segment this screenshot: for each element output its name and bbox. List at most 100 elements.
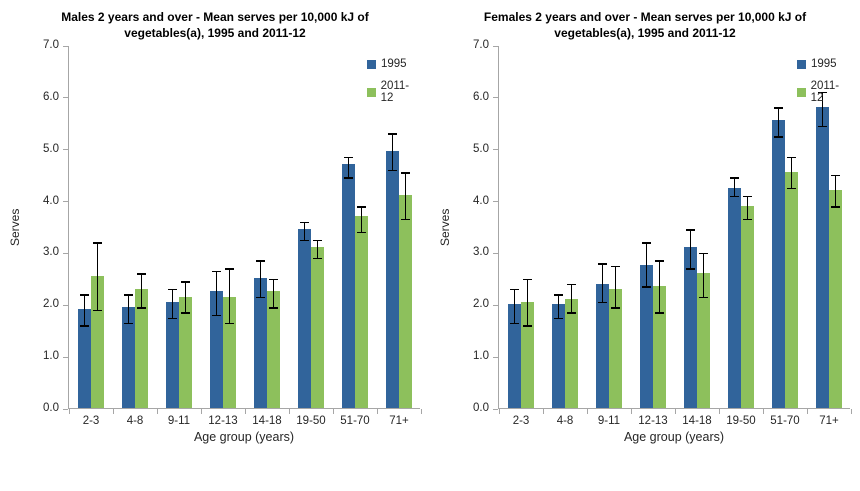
error-bar-bottom-cap: [730, 195, 739, 198]
y-tick-label: 4.0: [43, 194, 59, 207]
males-y-axis-title: Serves: [8, 208, 22, 247]
error-bar-line: [733, 178, 736, 197]
legend: 1995 2011-12: [367, 58, 420, 114]
x-tick-mark: [850, 409, 852, 414]
x-category-label: 14-18: [252, 415, 282, 427]
error-bar-bottom-cap: [388, 169, 397, 172]
error-bar-bottom-cap: [313, 257, 322, 260]
y-tick-mark: [493, 252, 498, 254]
error-bar-line: [777, 108, 780, 137]
error-bar-top-cap: [510, 288, 519, 291]
x-tick-mark: [718, 409, 720, 414]
error-bar-line: [347, 157, 350, 179]
bar-1995: [728, 187, 741, 408]
y-tick-label: 4.0: [473, 194, 489, 207]
x-category-label: 51-70: [770, 415, 800, 427]
bar-1995: [552, 304, 565, 408]
legend-swatch-icon: [797, 59, 806, 69]
bar-2011-12: [653, 286, 666, 408]
error-bar-bottom-cap: [300, 239, 309, 242]
y-tick-label: 5.0: [43, 142, 59, 155]
y-tick-label: 0.0: [43, 402, 59, 414]
x-category-label: 71+: [389, 415, 409, 427]
y-tick-mark: [63, 408, 68, 410]
error-bar-top-cap: [256, 260, 265, 262]
bar-2011-12: [829, 190, 842, 408]
legend-swatch-icon: [367, 87, 376, 97]
x-tick-mark: [498, 409, 500, 414]
bar-2011-12: [355, 216, 368, 408]
error-bar-top-cap: [567, 283, 576, 286]
bar-2011-12: [697, 273, 710, 408]
legend-label: 1995: [811, 58, 837, 70]
error-bar-bottom-cap: [554, 317, 563, 319]
error-bar-top-cap: [388, 133, 397, 135]
error-bar-line: [259, 261, 262, 298]
error-bar-top-cap: [225, 268, 234, 270]
x-tick-mark: [542, 409, 544, 414]
error-bar-line: [513, 289, 516, 324]
y-tick-label: 3.0: [473, 246, 489, 259]
bar-2011-12: [399, 195, 412, 408]
error-bar-top-cap: [787, 156, 796, 159]
x-category-label: 2-3: [512, 415, 530, 427]
error-bar-line: [746, 196, 749, 220]
error-bar-line: [790, 157, 793, 189]
bar-1995: [772, 120, 785, 408]
error-bar-line: [171, 289, 174, 319]
bar-1995: [166, 301, 179, 408]
bar-2011-12: [785, 172, 798, 408]
error-bar-bottom-cap: [743, 218, 752, 221]
y-tick-mark: [63, 201, 68, 203]
bar-2011-12: [179, 296, 192, 408]
bar-1995: [298, 229, 311, 408]
bar-2011-12: [135, 288, 148, 408]
y-tick-mark: [493, 97, 498, 99]
males-chart-panel: Males 2 years and over - Mean serves per…: [8, 10, 422, 444]
bar-1995: [508, 304, 521, 408]
error-bar-top-cap: [124, 294, 133, 296]
error-bar-line: [215, 271, 218, 316]
x-category-label: 51-70: [340, 415, 370, 427]
error-bar-bottom-cap: [124, 322, 133, 325]
error-bar-bottom-cap: [774, 136, 783, 138]
error-bar-top-cap: [743, 195, 752, 198]
error-bar-bottom-cap: [510, 322, 519, 325]
error-bar-bottom-cap: [344, 177, 353, 179]
y-tick-label: 1.0: [473, 350, 489, 363]
error-bar-bottom-cap: [137, 307, 146, 309]
bar-2011-12: [565, 299, 578, 408]
bar-1995: [386, 151, 399, 408]
error-bar-bottom-cap: [611, 307, 620, 309]
error-bar-line: [184, 281, 187, 314]
error-bar-bottom-cap: [598, 301, 607, 304]
males-chart-title: Males 2 years and over - Mean serves per…: [61, 10, 369, 40]
males-x-axis-title: Age group (years): [193, 430, 295, 444]
error-bar-line: [557, 294, 560, 319]
error-bar-bottom-cap: [93, 309, 102, 312]
x-category-label: 12-13: [208, 415, 238, 427]
error-bar-bottom-cap: [256, 296, 265, 299]
error-bar-bottom-cap: [699, 296, 708, 299]
x-tick-mark: [112, 409, 114, 414]
error-bar-line: [526, 279, 529, 326]
error-bar-bottom-cap: [642, 286, 651, 288]
x-tick-mark: [200, 409, 202, 414]
error-bar-bottom-cap: [168, 317, 177, 319]
y-tick-mark: [63, 45, 68, 47]
error-bar-top-cap: [818, 91, 827, 94]
y-tick-label: 1.0: [43, 350, 59, 363]
legend-swatch-icon: [797, 87, 806, 97]
bar-2011-12: [741, 205, 754, 408]
females-chart-title: Females 2 years and over - Mean serves p…: [483, 10, 807, 40]
y-tick-label: 6.0: [43, 90, 59, 103]
error-bar-line: [228, 268, 231, 324]
error-bar-top-cap: [313, 239, 322, 242]
error-bar-top-cap: [730, 177, 739, 179]
y-tick-label: 3.0: [43, 246, 59, 259]
bar-2011-12: [223, 296, 236, 408]
x-category-label: 4-8: [556, 415, 574, 427]
x-category-label: 19-50: [296, 415, 326, 427]
legend-item: 1995: [797, 58, 850, 70]
x-tick-mark: [586, 409, 588, 414]
